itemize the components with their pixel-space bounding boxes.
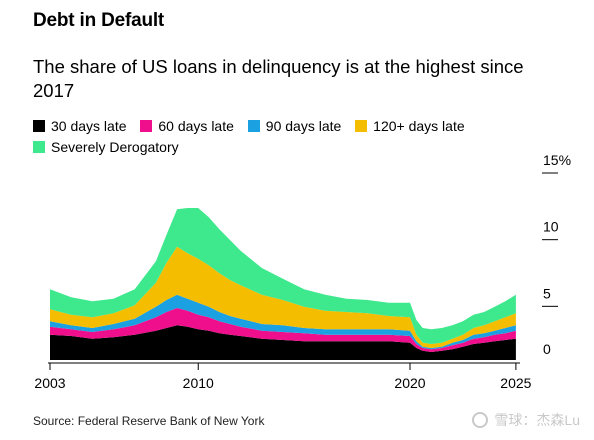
legend-swatch: [355, 120, 368, 132]
area-30-days-late: [50, 325, 516, 360]
watermark-text: 雪球：杰森Lu: [494, 412, 580, 428]
legend-swatch: [33, 120, 45, 132]
legend-label: 120+ days late: [373, 118, 465, 134]
area-90-days-late: [50, 294, 516, 350]
legend-label: 90 days late: [265, 118, 342, 134]
y-tick-label: 10: [543, 219, 559, 235]
x-axis-ticks: 2003 2010 2020 2025: [34, 363, 532, 391]
chart-subtitle: The share of US loans in delinquency is …: [33, 56, 524, 101]
legend-label: 60 days late: [158, 118, 234, 134]
x-tick-label: 2025: [500, 375, 531, 391]
area-severely-derogatory: [50, 208, 516, 344]
y-tick-label: 15%: [543, 152, 571, 168]
area-60-days-late: [50, 308, 516, 352]
y-tick-label: 0: [543, 341, 551, 357]
source-note: Source: Federal Reserve Bank of New York: [33, 414, 265, 428]
legend-item-60-days: 60 days late: [140, 116, 234, 136]
legend-swatch: [140, 120, 153, 132]
legend-swatch: [247, 120, 260, 132]
x-tick-label: 2020: [394, 375, 425, 391]
area-layers: [50, 208, 516, 360]
legend-item-120-days: 120+ days late: [355, 116, 465, 136]
x-tick-label: 2010: [183, 375, 214, 391]
legend: 30 days late 60 days late 90 days late 1…: [33, 116, 573, 158]
legend-item-severely-derogatory: Severely Derogatory: [33, 137, 179, 157]
area-120-days-late: [50, 246, 516, 348]
snowball-logo-icon: [472, 412, 489, 428]
x-tick-label: 2003: [34, 375, 65, 391]
legend-item-30-days: 30 days late: [33, 116, 127, 136]
legend-item-90-days: 90 days late: [247, 116, 342, 136]
y-axis-ticks: 0 5 10 15%: [542, 152, 571, 357]
chart-title: Debt in Default: [33, 10, 165, 31]
legend-label: Severely Derogatory: [51, 139, 179, 155]
legend-swatch: [33, 141, 45, 153]
legend-label: 30 days late: [51, 118, 127, 134]
watermark: 雪球：杰森Lu: [472, 410, 580, 430]
y-tick-label: 5: [543, 285, 551, 301]
